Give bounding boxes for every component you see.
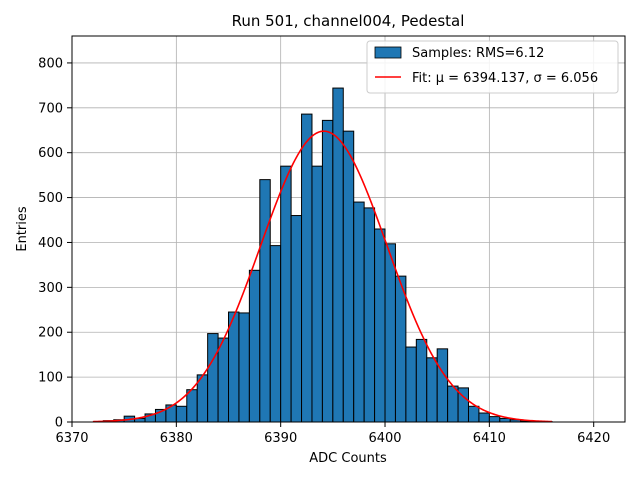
histogram-bars bbox=[102, 87, 553, 423]
y-tick-label: 300 bbox=[38, 281, 63, 296]
histogram-bar bbox=[363, 207, 376, 423]
histogram-bar bbox=[499, 417, 511, 423]
histogram-bar bbox=[415, 338, 428, 423]
y-axis-label: Entries bbox=[15, 206, 30, 252]
x-axis-ticks: 6370 6380 6390 6400 6410 6420 bbox=[55, 422, 610, 446]
histogram-bar bbox=[488, 416, 501, 423]
histogram-bar bbox=[248, 269, 261, 423]
legend-label-fit: Fit: μ = 6394.137, σ = 6.056 bbox=[412, 71, 598, 86]
histogram-bar bbox=[290, 215, 303, 423]
histogram-bar bbox=[447, 385, 459, 423]
histogram-bar bbox=[405, 346, 417, 423]
histogram-bar bbox=[217, 337, 230, 423]
histogram-bar bbox=[228, 311, 240, 423]
legend: Samples: RMS=6.12 Fit: μ = 6394.137, σ =… bbox=[366, 40, 619, 94]
legend-label-samples: Samples: RMS=6.12 bbox=[412, 46, 544, 61]
y-tick-label: 100 bbox=[38, 371, 63, 386]
x-tick-label: 6400 bbox=[368, 431, 401, 446]
histogram-bar bbox=[259, 179, 271, 423]
histogram-bar bbox=[207, 333, 219, 423]
histogram-bar bbox=[467, 405, 480, 423]
histogram-bar bbox=[280, 165, 292, 423]
histogram-bar bbox=[311, 165, 323, 423]
y-tick-label: 0 bbox=[55, 416, 63, 431]
histogram-bar bbox=[478, 412, 490, 423]
histogram-bar bbox=[436, 348, 449, 423]
legend-swatch-samples bbox=[374, 46, 402, 59]
histogram-bar bbox=[321, 119, 334, 423]
y-tick-label: 400 bbox=[38, 236, 63, 251]
chart-title: Run 501, channel004, Pedestal bbox=[232, 12, 465, 30]
x-tick-label: 6390 bbox=[264, 431, 297, 446]
y-tick-label: 700 bbox=[38, 101, 63, 116]
plot-frame bbox=[71, 35, 626, 423]
histogram-bar bbox=[269, 245, 282, 423]
x-tick-label: 6370 bbox=[55, 431, 88, 446]
x-tick-label: 6410 bbox=[473, 431, 506, 446]
histogram-bar bbox=[186, 389, 198, 423]
y-tick-label: 800 bbox=[38, 56, 63, 71]
histogram-bar bbox=[394, 275, 407, 423]
y-tick-label: 600 bbox=[38, 146, 63, 161]
histogram-bar bbox=[374, 228, 386, 423]
histogram-bar bbox=[384, 243, 396, 423]
histogram-bar bbox=[301, 113, 313, 423]
histogram-bar bbox=[353, 201, 365, 423]
histogram-bar bbox=[342, 130, 355, 423]
fit-curve bbox=[92, 130, 552, 423]
y-axis-ticks: 0 100 200 300 400 500 600 700 800 bbox=[38, 56, 72, 431]
x-tick-label: 6420 bbox=[577, 431, 610, 446]
x-tick-label: 6380 bbox=[160, 431, 193, 446]
legend-box bbox=[366, 40, 619, 94]
histogram-bar bbox=[426, 357, 438, 423]
y-tick-label: 200 bbox=[38, 326, 63, 341]
x-axis-label: ADC Counts bbox=[309, 451, 387, 466]
histogram-bar bbox=[175, 405, 188, 423]
histogram-bar bbox=[238, 312, 250, 423]
y-tick-label: 500 bbox=[38, 191, 63, 206]
